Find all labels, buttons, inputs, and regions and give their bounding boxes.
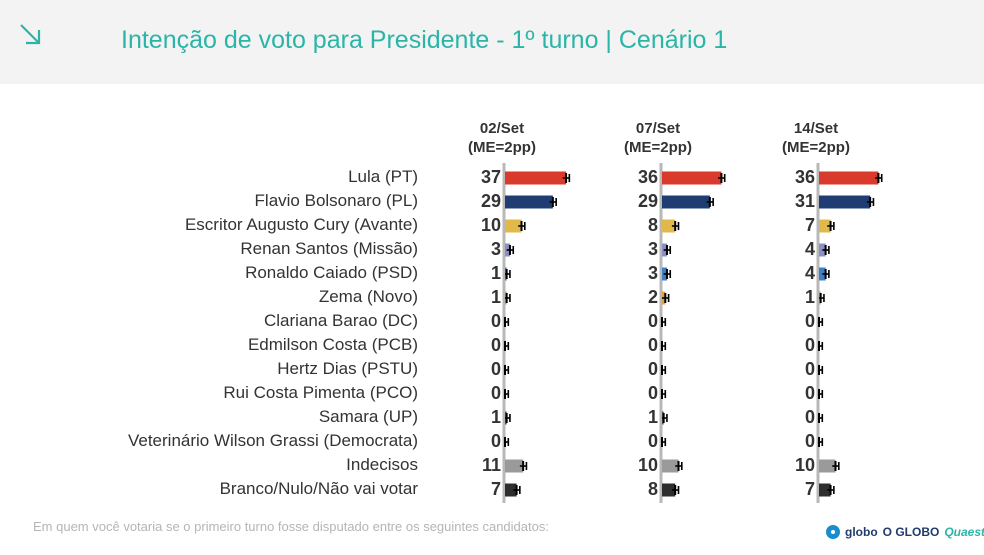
quaest-logo: Quaest: [944, 525, 984, 539]
data-label: 1: [490, 287, 501, 307]
data-label: 36: [637, 167, 658, 187]
candidate-label: Samara (UP): [318, 407, 418, 426]
logos: globo O GLOBO Quaest: [826, 521, 984, 543]
data-label: 10: [794, 455, 815, 475]
column-header-1: 02/Set (ME=2pp): [442, 119, 562, 157]
column-date: 07/Set: [635, 120, 681, 137]
data-label: 1: [490, 263, 501, 283]
candidate-label: Ronaldo Caiado (PSD): [245, 263, 418, 282]
data-label: 29: [637, 191, 658, 211]
oglobo-logo: O GLOBO: [882, 525, 940, 539]
data-label: 2: [647, 287, 658, 307]
bar: [819, 483, 831, 497]
candidate-label: Branco/Nulo/Não vai votar: [219, 479, 418, 498]
data-label: 3: [647, 239, 658, 259]
bar: [819, 219, 831, 233]
data-label: 0: [490, 311, 501, 331]
candidate-label: Indecisos: [346, 455, 418, 474]
candidate-label: Hertz Dias (PSTU): [277, 359, 418, 378]
data-label: 0: [804, 359, 815, 379]
data-label: 10: [480, 215, 501, 235]
bar: [662, 219, 676, 233]
data-label: 0: [647, 311, 658, 331]
data-label: 0: [490, 335, 501, 355]
candidate-label: Lula (PT): [348, 167, 418, 186]
data-label: 0: [804, 383, 815, 403]
data-label: 0: [647, 383, 658, 403]
data-label: 4: [804, 239, 815, 259]
data-label: 7: [804, 215, 815, 235]
candidate-label: Renan Santos (Missão): [240, 239, 418, 258]
bar: [662, 195, 710, 209]
candidate-label: Rui Costa Pimenta (PCO): [223, 383, 418, 402]
data-label: 29: [480, 191, 501, 211]
data-label: 0: [490, 359, 501, 379]
data-label: 11: [481, 455, 501, 475]
candidate-label: Zema (Novo): [318, 287, 418, 306]
data-label: 37: [480, 167, 501, 187]
column-margin: (ME=2pp): [782, 139, 850, 156]
bar: [819, 171, 879, 185]
data-label: 31: [794, 191, 815, 211]
data-label: 1: [647, 407, 658, 427]
data-label: 0: [647, 431, 658, 451]
bar: [819, 459, 836, 473]
data-label: 0: [490, 383, 501, 403]
candidate-label: Edmilson Costa (PCB): [247, 335, 418, 354]
bar: [505, 171, 567, 185]
data-label: 1: [490, 407, 501, 427]
data-label: 36: [794, 167, 815, 187]
column-date: 14/Set: [793, 120, 839, 137]
data-label: 0: [804, 407, 815, 427]
column-date: 02/Set: [479, 120, 525, 137]
candidate-label: Veterinário Wilson Grassi (Democrata): [127, 431, 418, 450]
column-header-3: 14/Set (ME=2pp): [756, 119, 876, 157]
column-header-2: 07/Set (ME=2pp): [598, 119, 718, 157]
data-label: 0: [804, 431, 815, 451]
data-label: 8: [647, 215, 658, 235]
bar: [505, 483, 517, 497]
candidate-label: Flavio Bolsonaro (PL): [254, 191, 418, 210]
data-label: 8: [647, 479, 658, 499]
column-margin: (ME=2pp): [624, 139, 692, 156]
data-label: 7: [490, 479, 501, 499]
data-label: 0: [647, 335, 658, 355]
bar: [662, 459, 679, 473]
data-label: 0: [490, 431, 501, 451]
candidate-label: Escritor Augusto Cury (Avante): [184, 215, 418, 234]
data-label: 1: [804, 287, 815, 307]
bar: [505, 219, 522, 233]
arrow-down-right-icon: [20, 24, 41, 45]
bar: [662, 483, 676, 497]
column-margin: (ME=2pp): [468, 139, 536, 156]
page-title: Intenção de voto para Presidente - 1º tu…: [121, 26, 728, 54]
data-label: 10: [637, 455, 658, 475]
bar: [505, 195, 553, 209]
bar: [505, 459, 524, 473]
data-label: 0: [647, 359, 658, 379]
data-label: 3: [490, 239, 501, 259]
globo-logo: globo: [845, 525, 878, 539]
bar: [662, 171, 722, 185]
bar: [819, 195, 871, 209]
data-label: 4: [804, 263, 815, 283]
data-label: 0: [804, 335, 815, 355]
data-label: 7: [804, 479, 815, 499]
data-label: 3: [647, 263, 658, 283]
footnote: Em quem você votaria se o primeiro turno…: [33, 519, 549, 534]
candidate-label: Clariana Barao (DC): [264, 311, 418, 330]
data-label: 0: [804, 311, 815, 331]
globo-logo-icon: [826, 525, 840, 539]
header-bar: Intenção de voto para Presidente - 1º tu…: [0, 0, 984, 84]
